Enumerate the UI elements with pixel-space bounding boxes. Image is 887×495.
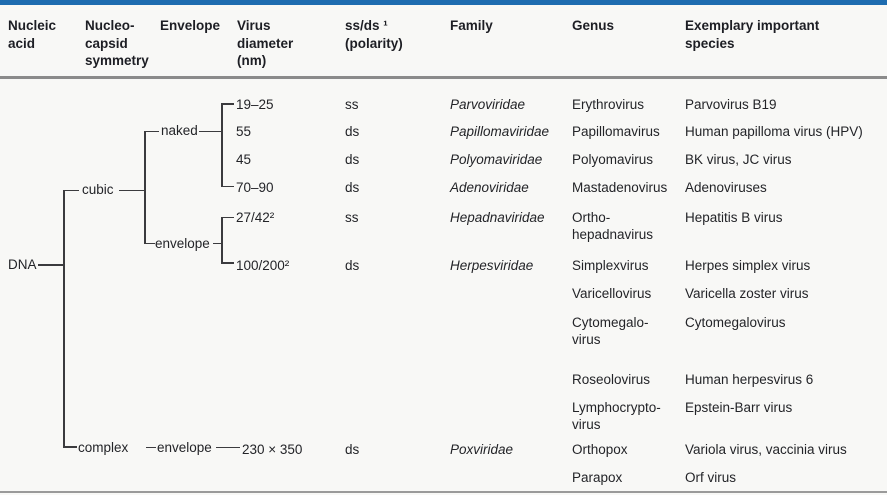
species-names: Variola virus, vaccinia virus (685, 442, 847, 457)
col-header-nucleocapsid: Nucleo- capsid symmetry (85, 18, 149, 68)
diameter-value: 19–25 (236, 97, 274, 112)
species-names: Adenoviruses (685, 180, 767, 195)
tree-label-cubic: cubic (82, 182, 114, 197)
species-names: Herpes simplex virus (685, 258, 811, 273)
diameter-value: 70–90 (236, 180, 274, 195)
genus-name: Simplexvirus (572, 258, 649, 273)
family-name: Adenoviridae (450, 180, 529, 195)
family-name: Papillomaviridae (450, 124, 550, 139)
species-names: Human herpesvirus 6 (685, 372, 814, 387)
species-names: Cytomegalovirus (685, 315, 786, 330)
tree-connector (222, 185, 234, 187)
tree-connector (145, 130, 159, 132)
diameter-value: 27/42² (236, 210, 275, 225)
tree-connector (216, 446, 240, 448)
family-name: Hepadnaviridae (450, 210, 545, 225)
ssds-value: ss (345, 210, 359, 225)
tree-connector (222, 216, 234, 218)
ssds-value: ds (345, 124, 360, 139)
genus-name: Parapox (572, 470, 623, 485)
genus-name: Papillomavirus (572, 124, 660, 139)
col-header-species: Exemplary important species (685, 18, 820, 51)
diameter-value: 45 (236, 152, 252, 167)
genus-name: Erythrovirus (572, 97, 645, 112)
genus-name: Lymphocrypto- virus (572, 400, 661, 432)
genus-name: Roseolovirus (572, 372, 651, 387)
tree-connector (119, 189, 144, 191)
col-header-genus: Genus (572, 18, 615, 33)
genus-name: Ortho- hepadnavirus (572, 210, 654, 242)
tree-connector (146, 446, 156, 448)
tree-label-complex-envelope: envelope (157, 440, 212, 455)
col-header-envelope: Envelope (160, 18, 221, 33)
header-separator-line (0, 76, 887, 79)
species-names: Orf virus (685, 470, 737, 485)
tree-connector (221, 216, 223, 264)
tree-label-envelope: envelope (155, 236, 210, 251)
ssds-value: ds (345, 258, 360, 273)
genus-name: Polyomavirus (572, 152, 654, 167)
species-names: Human papilloma virus (HPV) (685, 124, 863, 139)
accent-bar (0, 0, 887, 5)
tree-connector (144, 130, 146, 244)
ssds-value: ds (345, 152, 360, 167)
tree-label-dna: DNA (8, 257, 37, 272)
tree-connector (38, 264, 63, 266)
genus-name: Varicellovirus (572, 286, 652, 301)
col-header-ssds-polarity: ss/ds ¹ (polarity) (345, 18, 403, 51)
diameter-value: 100/200² (236, 258, 290, 273)
tree-connector (213, 242, 222, 244)
col-header-family: Family (450, 18, 493, 33)
diameter-value: 230 × 350 (242, 442, 303, 457)
tree-connector (64, 189, 79, 191)
genus-name: Mastadenovirus (572, 180, 668, 195)
species-names: Epstein-Barr virus (685, 400, 793, 415)
diameter-value: 55 (236, 124, 252, 139)
tree-connector (221, 103, 223, 187)
family-name: Herpesviridae (450, 258, 534, 273)
genus-name: Cytomegalo- virus (572, 315, 649, 347)
tree-label-complex: complex (78, 440, 129, 455)
tree-connector (199, 130, 222, 132)
table-bottom-line (0, 491, 887, 493)
family-name: Parvoviridae (450, 97, 526, 112)
species-names: Varicella zoster virus (685, 286, 809, 301)
species-names: Parvovirus B19 (685, 97, 777, 112)
tree-connector (222, 262, 234, 264)
tree-connector (222, 103, 234, 105)
species-names: BK virus, JC virus (685, 152, 792, 167)
tree-connector (63, 189, 65, 448)
ssds-value: ds (345, 180, 360, 195)
family-name: Polyomaviridae (450, 152, 543, 167)
family-name: Poxviridae (450, 442, 514, 457)
species-names: Hepatitis B virus (685, 210, 783, 225)
genus-name: Orthopox (572, 442, 628, 457)
ssds-value: ds (345, 442, 360, 457)
ssds-value: ss (345, 97, 359, 112)
tree-connector (145, 242, 155, 244)
col-header-virus-diameter: Virus diameter (nm) (237, 18, 294, 68)
tree-label-naked: naked (161, 123, 198, 138)
col-header-nucleic-acid: Nucleic acid (8, 18, 57, 51)
tree-connector (64, 446, 77, 448)
